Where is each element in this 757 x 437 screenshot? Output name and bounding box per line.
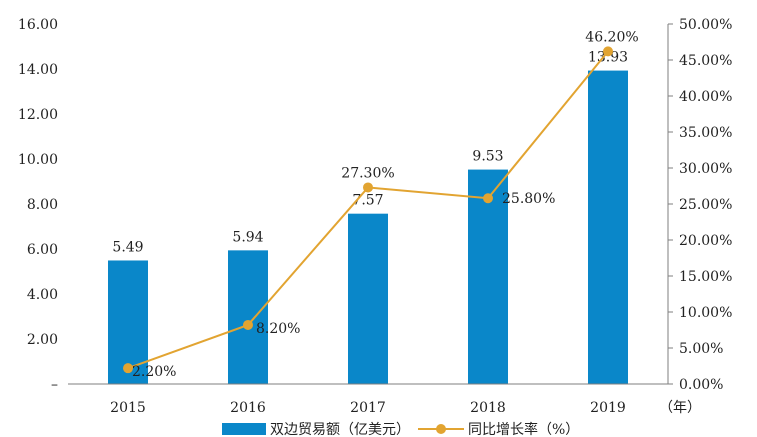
bar-value-label: 5.49 — [112, 239, 143, 255]
legend-bar-label: 双边贸易额（亿美元） — [270, 422, 410, 437]
x-axis-unit: （年） — [659, 400, 701, 416]
bar — [228, 250, 268, 384]
right-tick-label: 50.00% — [679, 17, 732, 33]
x-tick-label: 2015 — [110, 400, 146, 416]
left-tick-label: 2.00 — [27, 332, 58, 348]
x-axis: 2015 2016 2017 2018 2019 （年） — [68, 383, 701, 416]
bar-value-label: 9.53 — [472, 149, 503, 165]
right-tick-label: 5.00% — [679, 341, 723, 357]
x-tick-label: 2018 — [470, 400, 506, 416]
bar — [348, 213, 388, 384]
legend-bar-swatch — [222, 423, 266, 435]
x-tick-label: 2016 — [230, 400, 266, 416]
left-tick-label: 14.00 — [18, 62, 58, 78]
left-tick-label: 10.00 — [18, 152, 58, 168]
bar — [468, 169, 508, 384]
left-tick-label: 16.00 — [18, 17, 58, 33]
legend: 双边贸易额（亿美元） 同比增长率（%） — [222, 421, 579, 437]
right-tick-label: 35.00% — [679, 125, 732, 141]
legend-line-label: 同比增长率（%） — [468, 421, 579, 437]
right-tick-label: 20.00% — [679, 233, 732, 249]
growth-value-label: 25.80% — [502, 191, 555, 207]
growth-marker — [363, 182, 373, 193]
left-tick-label: 8.00 — [27, 197, 58, 213]
bar — [588, 70, 628, 384]
right-tick-label: 45.00% — [679, 53, 732, 69]
left-tick-label: 12.00 — [18, 107, 58, 123]
right-tick-label: 0.00% — [679, 377, 723, 393]
growth-marker — [603, 46, 613, 57]
growth-line-series: 2.20% 8.20% 27.30% 25.80% 46.20% — [123, 29, 639, 380]
right-axis: 0.00% 5.00% 10.00% 15.00% 20.00% 25.00% 30.00%… — [667, 17, 732, 393]
growth-marker — [483, 193, 493, 204]
left-tick-label: – — [51, 377, 58, 393]
growth-marker — [243, 319, 253, 330]
right-tick-label: 40.00% — [679, 89, 732, 105]
growth-value-label: 46.20% — [585, 29, 638, 45]
left-axis: – 2.00 4.00 6.00 8.00 10.00 12.00 14.00 16.00 — [18, 17, 58, 393]
bar-value-label: 13.93 — [588, 50, 628, 66]
legend-line-marker — [436, 424, 446, 434]
right-tick-label: 10.00% — [679, 305, 732, 321]
growth-value-label: 2.20% — [132, 364, 176, 380]
right-tick-label: 15.00% — [679, 269, 732, 285]
bar-value-label: 5.94 — [232, 229, 263, 245]
growth-value-label: 8.20% — [256, 321, 300, 337]
x-tick-label: 2019 — [590, 400, 626, 416]
left-tick-label: 4.00 — [27, 287, 58, 303]
right-tick-label: 30.00% — [679, 161, 732, 177]
growth-value-label: 27.30% — [341, 165, 394, 181]
right-tick-label: 25.00% — [679, 197, 732, 213]
x-tick-label: 2017 — [350, 400, 386, 416]
growth-marker — [123, 363, 133, 374]
left-tick-label: 6.00 — [27, 242, 58, 258]
